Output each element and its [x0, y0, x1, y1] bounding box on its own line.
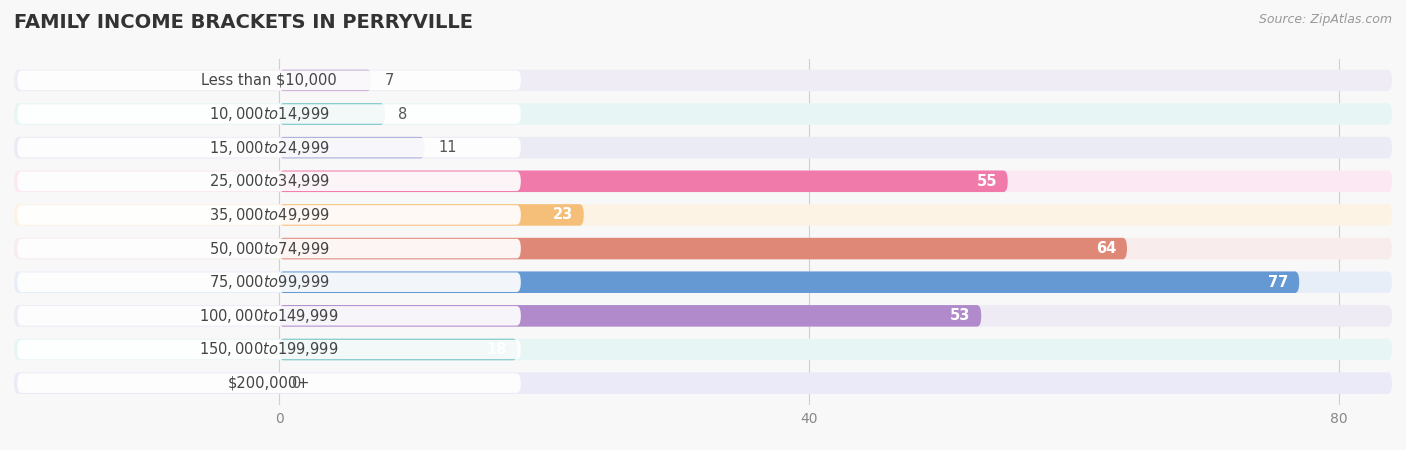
FancyBboxPatch shape — [17, 340, 520, 359]
FancyBboxPatch shape — [14, 137, 1392, 158]
FancyBboxPatch shape — [278, 271, 1299, 293]
FancyBboxPatch shape — [278, 103, 385, 125]
FancyBboxPatch shape — [17, 306, 520, 326]
FancyBboxPatch shape — [278, 70, 371, 91]
FancyBboxPatch shape — [17, 104, 520, 124]
Text: $150,000 to $199,999: $150,000 to $199,999 — [200, 341, 339, 359]
Text: 0: 0 — [292, 376, 302, 391]
FancyBboxPatch shape — [14, 70, 1392, 91]
FancyBboxPatch shape — [14, 238, 1392, 259]
FancyBboxPatch shape — [14, 171, 1392, 192]
Text: 64: 64 — [1097, 241, 1116, 256]
Text: $25,000 to $34,999: $25,000 to $34,999 — [208, 172, 329, 190]
FancyBboxPatch shape — [14, 103, 1392, 125]
FancyBboxPatch shape — [278, 137, 425, 158]
FancyBboxPatch shape — [278, 305, 981, 327]
FancyBboxPatch shape — [278, 204, 583, 226]
FancyBboxPatch shape — [278, 171, 1008, 192]
Text: $35,000 to $49,999: $35,000 to $49,999 — [208, 206, 329, 224]
Text: $200,000+: $200,000+ — [228, 376, 311, 391]
FancyBboxPatch shape — [17, 138, 520, 157]
FancyBboxPatch shape — [14, 305, 1392, 327]
Text: $15,000 to $24,999: $15,000 to $24,999 — [208, 139, 329, 157]
FancyBboxPatch shape — [17, 171, 520, 191]
Text: 7: 7 — [385, 73, 395, 88]
Text: FAMILY INCOME BRACKETS IN PERRYVILLE: FAMILY INCOME BRACKETS IN PERRYVILLE — [14, 14, 472, 32]
FancyBboxPatch shape — [14, 204, 1392, 226]
Text: 55: 55 — [977, 174, 997, 189]
Text: 11: 11 — [439, 140, 457, 155]
FancyBboxPatch shape — [278, 339, 517, 360]
Text: 23: 23 — [553, 207, 574, 222]
Text: Source: ZipAtlas.com: Source: ZipAtlas.com — [1258, 14, 1392, 27]
Text: $75,000 to $99,999: $75,000 to $99,999 — [208, 273, 329, 291]
FancyBboxPatch shape — [17, 71, 520, 90]
Text: 53: 53 — [950, 308, 970, 324]
FancyBboxPatch shape — [14, 372, 1392, 394]
FancyBboxPatch shape — [17, 272, 520, 292]
FancyBboxPatch shape — [278, 238, 1128, 259]
FancyBboxPatch shape — [14, 271, 1392, 293]
FancyBboxPatch shape — [17, 374, 520, 393]
Text: $100,000 to $149,999: $100,000 to $149,999 — [200, 307, 339, 325]
Text: $10,000 to $14,999: $10,000 to $14,999 — [208, 105, 329, 123]
FancyBboxPatch shape — [14, 339, 1392, 360]
FancyBboxPatch shape — [17, 239, 520, 258]
Text: 8: 8 — [398, 107, 408, 122]
Text: 18: 18 — [486, 342, 508, 357]
Text: 77: 77 — [1268, 274, 1289, 290]
Text: Less than $10,000: Less than $10,000 — [201, 73, 337, 88]
FancyBboxPatch shape — [17, 205, 520, 225]
Text: $50,000 to $74,999: $50,000 to $74,999 — [208, 239, 329, 257]
